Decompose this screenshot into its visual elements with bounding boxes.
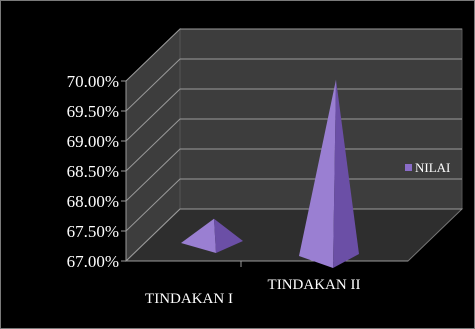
gridline <box>125 208 462 262</box>
y-tick-label: 68.50% <box>67 162 119 181</box>
pyramid-face-front <box>299 79 336 268</box>
pyramid-face-front <box>181 218 216 253</box>
gridline <box>125 148 462 202</box>
y-tick-label: 70.00% <box>67 72 119 91</box>
gridline <box>125 178 462 232</box>
y-tick-label: 67.00% <box>67 252 119 271</box>
gridline <box>125 28 462 82</box>
chart-walls <box>124 27 464 263</box>
chart-marks <box>181 79 359 268</box>
y-tick-label: 69.00% <box>67 132 119 151</box>
y-tick-label: 67.50% <box>67 222 119 241</box>
chart-floor <box>124 208 464 262</box>
gridline <box>125 58 462 112</box>
y-axis-tick-labels: 67.00% 67.50% 68.00% 68.50% 69.00% 69.50% 70.0… <box>67 72 119 271</box>
gridline <box>125 118 462 172</box>
pyramid-face-side <box>333 79 359 268</box>
legend-label: NILAI <box>415 160 450 175</box>
x-category-label: TINDAKAN I <box>145 291 233 307</box>
x-category-label: TINDAKAN II <box>268 277 361 293</box>
gridline <box>125 88 462 142</box>
y-tick-label: 69.50% <box>67 102 119 121</box>
chart-legend: NILAI <box>405 160 450 175</box>
pyramid-face-side <box>214 218 243 253</box>
chart-gridlines <box>121 28 462 267</box>
y-tick-label: 68.00% <box>67 192 119 211</box>
x-axis-category-labels: TINDAKAN I TINDAKAN II <box>145 277 360 307</box>
legend-swatch <box>405 164 412 171</box>
